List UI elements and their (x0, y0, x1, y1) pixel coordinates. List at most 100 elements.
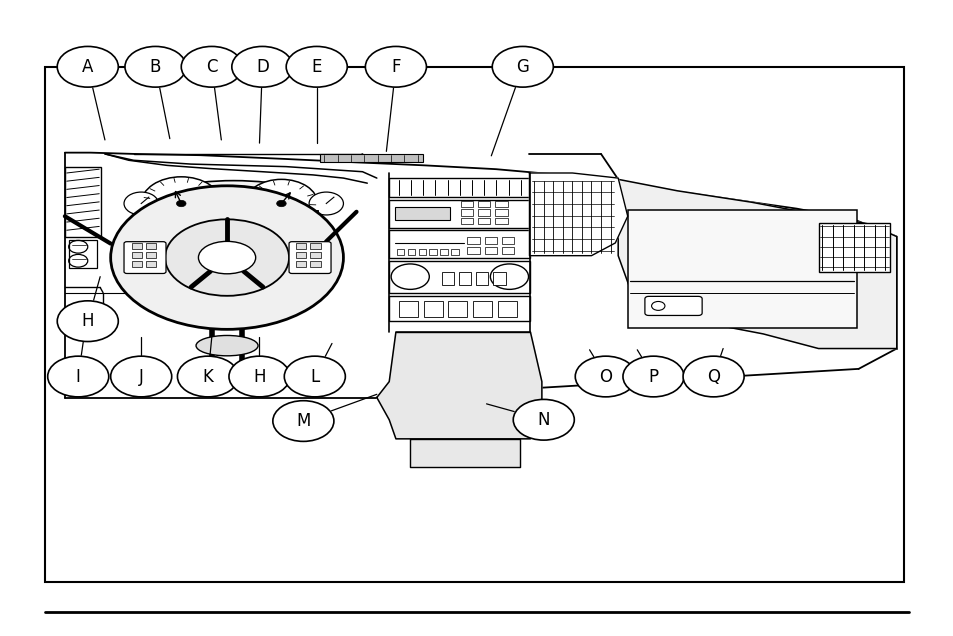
Bar (418, 249, 426, 255)
Bar (495, 209, 507, 216)
Bar (458, 272, 471, 285)
Circle shape (622, 356, 683, 397)
Bar (477, 209, 490, 216)
Bar (395, 207, 450, 220)
Circle shape (273, 401, 334, 441)
Bar (389, 261, 530, 293)
Bar (45, 67, 903, 582)
Circle shape (286, 46, 347, 87)
FancyBboxPatch shape (124, 242, 166, 273)
Bar (319, 154, 422, 162)
Bar (429, 249, 436, 255)
Bar (818, 223, 889, 272)
Bar (476, 272, 488, 285)
Text: B: B (150, 58, 161, 76)
Circle shape (229, 356, 290, 397)
Bar (132, 252, 142, 258)
Circle shape (391, 264, 429, 289)
Bar (141, 210, 317, 218)
Circle shape (57, 46, 118, 87)
Bar (389, 230, 530, 258)
Bar (477, 201, 490, 207)
Circle shape (492, 46, 553, 87)
Bar (310, 261, 320, 267)
Circle shape (575, 356, 636, 397)
FancyBboxPatch shape (289, 242, 331, 273)
Circle shape (48, 356, 109, 397)
Bar (467, 247, 479, 254)
Bar (501, 247, 514, 254)
Bar (295, 261, 306, 267)
Text: N: N (537, 411, 550, 429)
Text: I: I (75, 368, 81, 385)
Bar (495, 218, 507, 224)
Bar (146, 252, 156, 258)
Ellipse shape (198, 241, 255, 274)
Polygon shape (376, 332, 541, 439)
Circle shape (176, 200, 186, 207)
Bar (441, 272, 454, 285)
Circle shape (125, 46, 186, 87)
Bar (467, 237, 479, 244)
Text: O: O (598, 368, 612, 385)
Bar (146, 243, 156, 249)
Text: A: A (82, 58, 93, 76)
Bar (495, 201, 507, 207)
Text: Q: Q (706, 368, 720, 385)
Ellipse shape (165, 219, 289, 296)
Circle shape (232, 46, 293, 87)
Polygon shape (410, 439, 519, 467)
Ellipse shape (196, 335, 257, 356)
Bar (460, 218, 473, 224)
Bar (132, 243, 142, 249)
Circle shape (276, 200, 286, 207)
Bar (448, 301, 467, 317)
Circle shape (245, 179, 317, 228)
Bar (221, 197, 261, 209)
Bar (460, 201, 473, 207)
Bar (295, 243, 306, 249)
Bar (65, 167, 101, 237)
Bar (389, 200, 530, 228)
Text: F: F (391, 58, 400, 76)
Circle shape (57, 301, 118, 342)
Circle shape (181, 46, 242, 87)
Bar (295, 252, 306, 258)
Text: P: P (648, 368, 658, 385)
Text: H: H (81, 312, 94, 330)
Bar (310, 243, 320, 249)
Ellipse shape (148, 181, 319, 226)
Bar (146, 261, 156, 267)
Bar (423, 301, 442, 317)
FancyBboxPatch shape (644, 296, 701, 315)
Bar (627, 210, 856, 328)
Bar (497, 301, 517, 317)
Text: D: D (255, 58, 269, 76)
Bar (396, 249, 404, 255)
Bar (389, 296, 530, 321)
Text: K: K (202, 368, 213, 385)
Text: E: E (312, 58, 321, 76)
Polygon shape (529, 173, 627, 256)
Bar (69, 240, 97, 268)
Bar (407, 249, 415, 255)
Circle shape (365, 46, 426, 87)
Text: C: C (206, 58, 217, 76)
Bar (389, 178, 530, 197)
Bar (451, 249, 458, 255)
Bar (310, 252, 320, 258)
Text: G: G (516, 58, 529, 76)
Circle shape (177, 356, 238, 397)
Circle shape (124, 192, 158, 215)
Circle shape (141, 177, 221, 230)
Circle shape (284, 356, 345, 397)
Bar (473, 301, 492, 317)
Bar (398, 301, 417, 317)
Circle shape (513, 399, 574, 440)
Bar (484, 247, 497, 254)
Bar (132, 261, 142, 267)
Text: H: H (253, 368, 266, 385)
Bar (501, 237, 514, 244)
Text: L: L (310, 368, 319, 385)
Bar (484, 237, 497, 244)
